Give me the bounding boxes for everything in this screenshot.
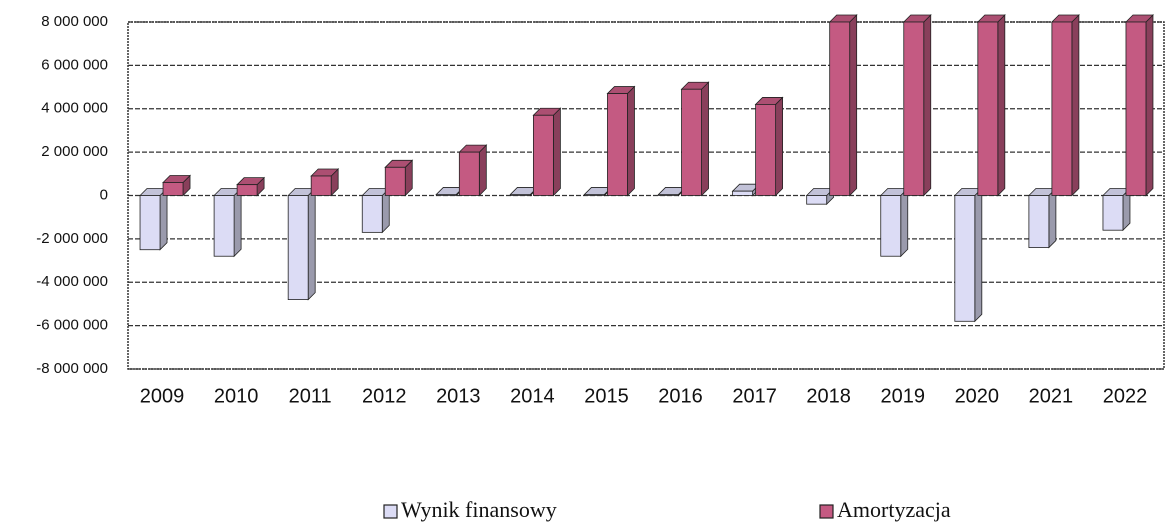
x-tick-label: 2013 xyxy=(436,385,481,407)
bar xyxy=(954,195,976,322)
bar-side xyxy=(900,187,909,258)
x-tick-label: 2009 xyxy=(140,385,185,407)
x-tick-label: 2011 xyxy=(289,385,332,407)
x-tick-label: 2019 xyxy=(881,385,926,407)
bar xyxy=(509,194,531,196)
bar xyxy=(977,21,999,196)
legend-label: Wynik finansowy xyxy=(401,497,557,522)
bar xyxy=(681,88,702,196)
bar xyxy=(458,151,480,196)
bar xyxy=(236,184,258,196)
x-tick-label: 2018 xyxy=(806,385,851,407)
bar xyxy=(1028,195,1050,248)
bar xyxy=(1102,195,1124,231)
bar xyxy=(658,194,679,196)
y-tick-label: -4 000 000 xyxy=(36,273,108,290)
bar xyxy=(532,114,554,196)
bar-side xyxy=(701,81,709,197)
bar-side xyxy=(849,14,858,197)
bar-side xyxy=(552,107,561,197)
legend-swatch xyxy=(819,504,834,519)
bar xyxy=(287,195,309,300)
bar xyxy=(584,194,605,196)
y-tick-label: 0 xyxy=(100,186,108,203)
y-tick-label: 2 000 000 xyxy=(41,143,108,160)
bar xyxy=(1051,21,1073,196)
bar-side xyxy=(923,14,932,197)
y-tick-label: -8 000 000 xyxy=(36,360,108,377)
bar-side xyxy=(997,14,1006,197)
legend-swatch xyxy=(383,504,398,519)
bar-side xyxy=(307,187,316,301)
bar xyxy=(880,195,902,257)
bar-side xyxy=(775,96,784,197)
y-tick-label: -6 000 000 xyxy=(36,317,108,334)
bar-side xyxy=(1048,187,1057,249)
bar xyxy=(435,194,457,196)
bar xyxy=(361,195,383,233)
bar xyxy=(139,195,161,251)
bar xyxy=(310,175,332,196)
bar xyxy=(829,21,851,196)
legend-label: Amortyzacja xyxy=(837,497,951,522)
x-tick-label: 2014 xyxy=(510,385,555,407)
y-tick-label: 6 000 000 xyxy=(41,56,108,73)
y-tick-label: 8 000 000 xyxy=(41,13,108,30)
bar xyxy=(755,104,777,196)
bar xyxy=(607,93,628,196)
x-tick-label: 2010 xyxy=(214,385,259,407)
bar-side xyxy=(627,85,635,197)
x-tick-label: 2016 xyxy=(658,385,703,407)
bar xyxy=(806,195,828,205)
y-tick-label: 4 000 000 xyxy=(41,100,108,117)
bar xyxy=(162,182,184,196)
bar xyxy=(903,21,925,196)
x-tick-label: 2021 xyxy=(1029,385,1074,407)
bar-side xyxy=(233,187,242,258)
x-tick-label: 2020 xyxy=(955,385,1000,407)
bar xyxy=(732,190,754,196)
x-tick-label: 2017 xyxy=(732,385,777,407)
bar-side xyxy=(478,144,487,197)
bar xyxy=(1125,21,1147,196)
bar-side xyxy=(159,187,168,251)
bar xyxy=(213,195,235,257)
x-tick-label: 2012 xyxy=(362,385,407,407)
bar xyxy=(384,166,406,196)
bar-side xyxy=(1145,14,1154,197)
bar-side xyxy=(974,187,983,323)
y-tick-label: -2 000 000 xyxy=(36,230,108,247)
x-tick-label: 2022 xyxy=(1103,385,1148,407)
bar-side xyxy=(1071,14,1080,197)
x-tick-label: 2015 xyxy=(584,385,629,407)
